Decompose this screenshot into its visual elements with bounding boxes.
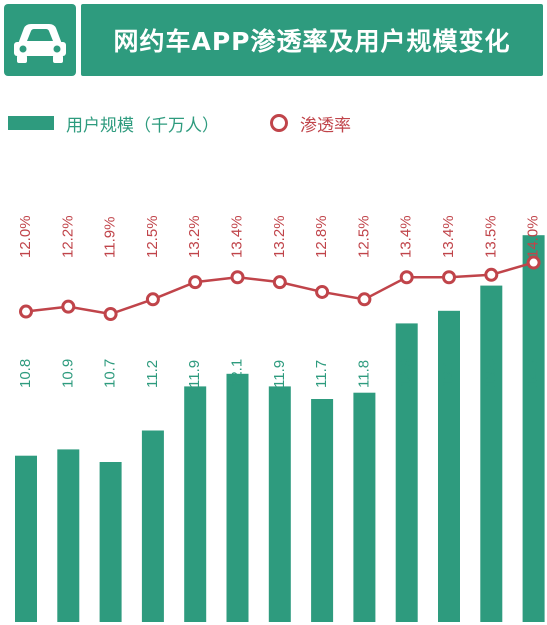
legend-line-marker [270,114,288,132]
bar [15,455,37,622]
line-value-label: 11.9% [102,217,119,258]
bar [99,462,122,622]
car-icon [14,24,66,63]
line-point [103,307,118,321]
bar [57,449,80,622]
line-value-label: 13.2% [271,215,288,258]
line-value-label: 12.5% [355,215,372,258]
line-value-label: 12.5% [144,215,161,258]
line-value-label: 12.2% [59,215,76,258]
bar-value-label: 11.9 [271,360,288,388]
line-point [272,275,287,290]
line-value-label: 13.4% [228,215,245,258]
bar-value-label: 11.9 [186,360,203,388]
chart-title: 网约车APP渗透率及用户规模变化 [113,27,511,56]
bar-value-label: 12.1 [228,359,245,388]
bar-value-label: 10.7 [102,359,119,388]
bar [353,392,376,622]
line-value-label: 13.5% [482,215,499,258]
line-point [484,267,499,282]
title-banner: 网约车APP渗透率及用户规模变化 [81,4,543,76]
bar-value-label: 12.9 [398,359,415,388]
line-value-label: 13.4% [398,215,415,258]
line-point [399,270,414,285]
line-point [442,270,456,285]
bar [184,386,207,622]
bar-value-label: 13.5 [482,359,499,388]
bar [268,386,291,622]
line-value-label: 13.2% [186,215,203,258]
bar-value-label: 10.8 [17,359,34,388]
bar [438,310,460,622]
car-icon-box [4,4,76,76]
bar-value-label: 11.2 [144,360,161,388]
line-value-label: 12.8% [313,215,330,258]
bar-value-label: 11.8 [355,360,372,388]
bar-value-label: 14.3 [525,359,542,388]
bar [141,430,164,622]
legend: 用户规模（千万人） 渗透率 [0,108,547,138]
line-value-label: 12.0% [17,215,34,258]
line-point [19,304,33,319]
line-point [61,299,76,314]
line-value-label: 13.4% [440,215,457,258]
line-point [526,255,541,270]
bar-value-label: 13.1 [440,359,457,388]
line-point [315,284,330,299]
legend-bar-label: 用户规模（千万人） [66,116,219,136]
line-point [357,292,372,307]
line-point [230,270,245,285]
bar [480,285,503,622]
bar [395,323,418,622]
bar [311,399,334,622]
legend-line-label: 渗透率 [300,116,351,136]
line-value-label: 14.0% [525,215,542,258]
bar-value-label: 11.7 [313,360,330,388]
line-point [145,292,160,307]
bar [522,235,545,622]
line-point [188,275,203,290]
legend-bar-swatch [8,116,54,130]
bar [226,373,249,622]
bar-value-label: 10.9 [59,359,76,388]
